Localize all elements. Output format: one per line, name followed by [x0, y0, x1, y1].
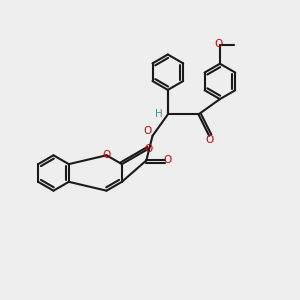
Text: O: O	[164, 155, 172, 165]
Text: O: O	[144, 144, 152, 154]
Text: H: H	[155, 110, 163, 119]
Text: O: O	[205, 136, 213, 146]
Text: O: O	[144, 126, 152, 136]
Text: O: O	[214, 39, 223, 49]
Text: O: O	[102, 150, 111, 160]
